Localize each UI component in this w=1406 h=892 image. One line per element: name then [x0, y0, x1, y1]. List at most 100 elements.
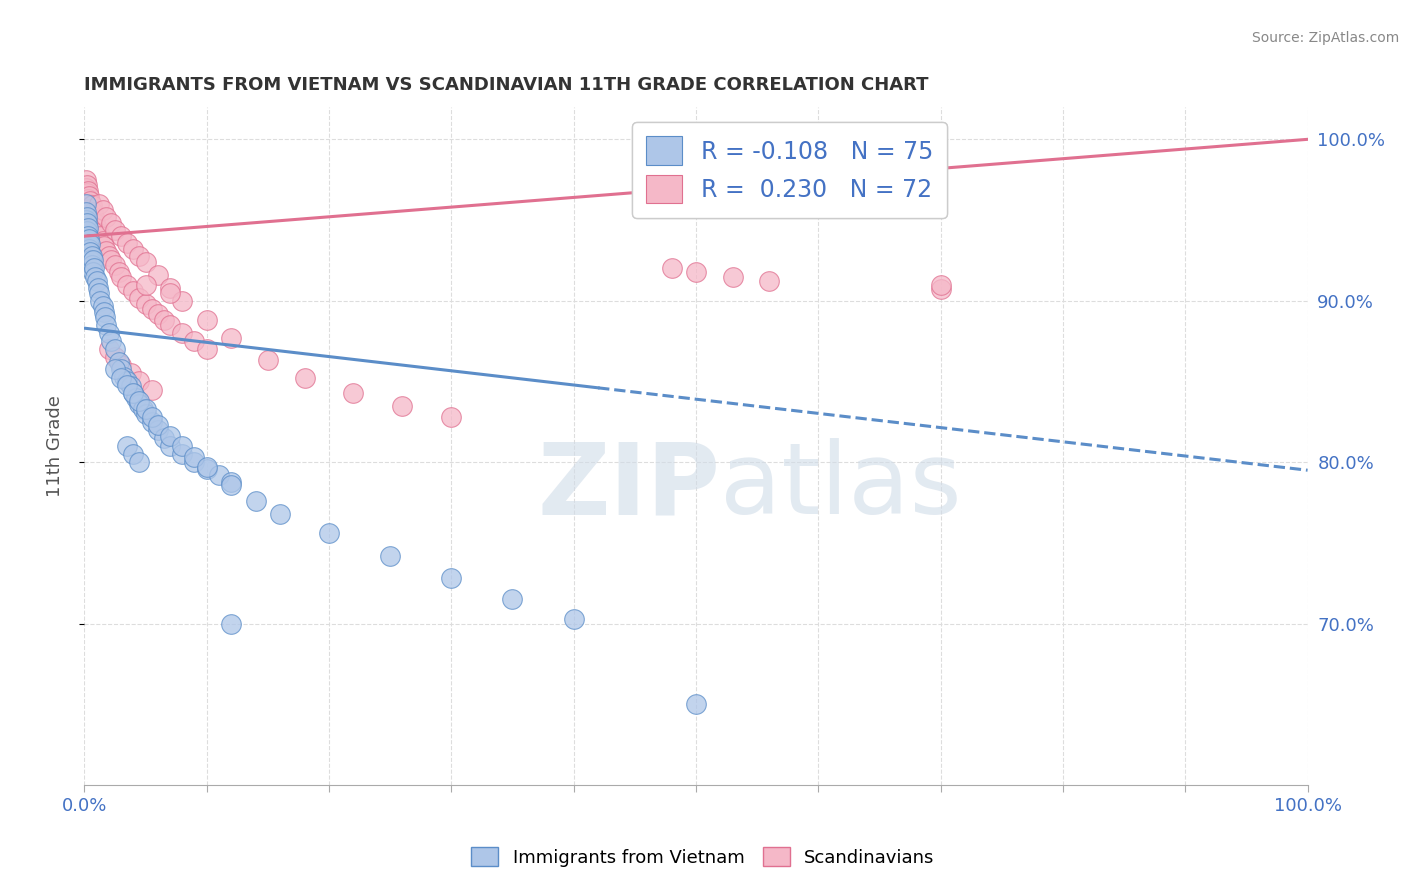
Point [77, 232, 100, 246]
Point [115, 377, 138, 392]
Point [128, 291, 150, 305]
Point [122, 447, 145, 461]
Point [100, 334, 122, 348]
Point [172, 447, 194, 461]
Point [721, 269, 744, 284]
Point [76, 210, 98, 224]
Point [318, 526, 340, 541]
Point [146, 307, 169, 321]
Point [76, 186, 98, 200]
Point [77, 221, 100, 235]
Point [391, 399, 413, 413]
Point [135, 407, 157, 421]
Point [661, 261, 683, 276]
Point [110, 269, 132, 284]
Point [80, 198, 103, 212]
Point [146, 417, 169, 432]
Point [219, 475, 242, 489]
Point [183, 455, 205, 469]
Point [87, 226, 110, 240]
Legend: Immigrants from Vietnam, Scandinavians: Immigrants from Vietnam, Scandinavians [464, 840, 942, 874]
Point [100, 216, 122, 230]
Point [128, 397, 150, 411]
Point [80, 258, 103, 272]
Point [82, 253, 104, 268]
Legend: R = -0.108   N = 75, R =  0.230   N = 72: R = -0.108 N = 75, R = 0.230 N = 72 [633, 122, 948, 218]
Point [75, 213, 97, 227]
Point [183, 334, 205, 348]
Point [122, 385, 145, 400]
Point [104, 342, 127, 356]
Point [128, 248, 150, 262]
Point [84, 216, 107, 230]
Point [159, 429, 181, 443]
Point [120, 367, 142, 381]
Point [91, 299, 114, 313]
Point [440, 571, 463, 585]
Point [84, 269, 107, 284]
Point [195, 461, 218, 475]
Point [82, 205, 104, 219]
Point [685, 698, 707, 712]
Point [132, 401, 155, 416]
Point [159, 285, 181, 300]
Point [75, 180, 97, 194]
Point [758, 274, 780, 288]
Point [87, 285, 110, 300]
Point [83, 210, 105, 224]
Point [135, 297, 157, 311]
Point [128, 393, 150, 408]
Point [183, 450, 205, 465]
Point [76, 194, 98, 208]
Point [153, 431, 176, 445]
Text: Source: ZipAtlas.com: Source: ZipAtlas.com [1251, 31, 1399, 45]
Point [104, 350, 127, 364]
Point [79, 202, 101, 216]
Point [77, 197, 100, 211]
Point [75, 197, 97, 211]
Point [141, 383, 163, 397]
Point [128, 375, 150, 389]
Point [76, 224, 98, 238]
Point [107, 265, 129, 279]
Point [269, 507, 291, 521]
Point [104, 223, 127, 237]
Point [208, 468, 231, 483]
Point [125, 391, 148, 405]
Point [77, 229, 100, 244]
Point [245, 494, 267, 508]
Point [75, 172, 97, 186]
Point [122, 242, 145, 256]
Text: IMMIGRANTS FROM VIETNAM VS SCANDINAVIAN 11TH GRADE CORRELATION CHART: IMMIGRANTS FROM VIETNAM VS SCANDINAVIAN … [84, 77, 929, 95]
Point [929, 277, 952, 292]
Point [219, 477, 242, 491]
Point [77, 237, 100, 252]
Point [294, 371, 316, 385]
Point [97, 342, 120, 356]
Point [153, 313, 176, 327]
Point [141, 409, 163, 424]
Point [83, 261, 105, 276]
Point [82, 265, 104, 279]
Point [110, 359, 132, 373]
Point [79, 194, 101, 208]
Point [89, 229, 111, 244]
Point [89, 293, 111, 308]
Point [122, 284, 145, 298]
Point [141, 301, 163, 316]
Point [91, 203, 114, 218]
Point [112, 369, 135, 384]
Point [86, 221, 108, 235]
Point [380, 549, 402, 563]
Point [115, 235, 138, 250]
Point [141, 415, 163, 429]
Point [97, 248, 120, 262]
Point [115, 439, 138, 453]
Point [79, 253, 101, 268]
Point [122, 385, 145, 400]
Point [93, 239, 115, 253]
Point [97, 326, 120, 340]
Point [110, 371, 132, 385]
Point [77, 189, 100, 203]
Point [80, 248, 103, 262]
